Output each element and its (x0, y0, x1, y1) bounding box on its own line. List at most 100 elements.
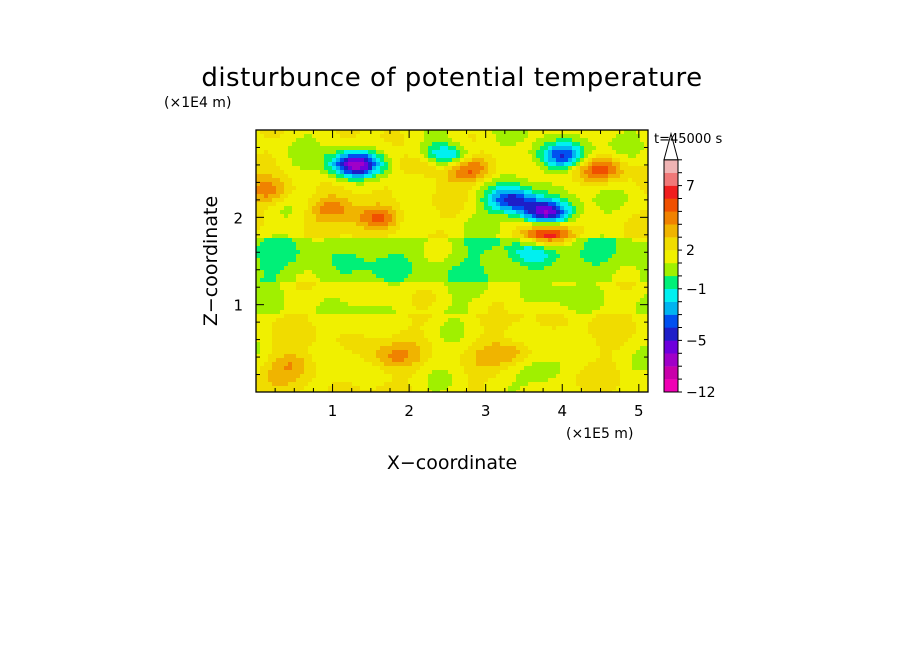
contour-cell (592, 262, 597, 267)
contour-cell (460, 258, 465, 263)
contour-cell (436, 198, 441, 203)
contour-cell (604, 194, 609, 199)
contour-cell (404, 146, 409, 151)
contour-cell (512, 134, 517, 139)
contour-cell (588, 234, 593, 239)
contour-cell (452, 290, 457, 295)
contour-cell (368, 294, 373, 299)
contour-cell (616, 290, 621, 295)
contour-cell (624, 290, 629, 295)
contour-cell (584, 206, 589, 211)
contour-cell (472, 178, 477, 183)
contour-cell (516, 130, 521, 135)
contour-cell (612, 226, 617, 231)
contour-cell (384, 310, 389, 315)
contour-cell (588, 174, 593, 179)
contour-cell (396, 154, 401, 159)
contour-cell (616, 174, 621, 179)
contour-cell (364, 290, 369, 295)
contour-cell (400, 146, 405, 151)
contour-cell (292, 286, 297, 291)
contour-cell (456, 130, 461, 135)
contour-cell (516, 154, 521, 159)
contour-cell (520, 146, 525, 151)
contour-cell (584, 210, 589, 215)
contour-cell (520, 306, 525, 311)
contour-cell (608, 294, 613, 299)
contour-cell (424, 142, 429, 147)
contour-cell (352, 302, 357, 307)
contour-cell (296, 274, 301, 279)
contour-cell (348, 238, 353, 243)
contour-cell (352, 222, 357, 227)
contour-cell (324, 270, 329, 275)
contour-cell (632, 278, 637, 283)
contour-cell (396, 250, 401, 255)
contour-cell (368, 178, 373, 183)
contour-cell (632, 190, 637, 195)
contour-cell (396, 326, 401, 331)
contour-cell (620, 290, 625, 295)
contour-cell (472, 138, 477, 143)
contour-cell (512, 218, 517, 223)
contour-cell (540, 258, 545, 263)
contour-cell (624, 158, 629, 163)
contour-cell (596, 250, 601, 255)
contour-cell (312, 238, 317, 243)
contour-cell (496, 278, 501, 283)
contour-cell (544, 170, 549, 175)
contour-cell (340, 230, 345, 235)
contour-cell (548, 266, 553, 271)
contour-cell (576, 170, 581, 175)
contour-cell (344, 166, 349, 171)
contour-cell (456, 178, 461, 183)
contour-cell (380, 302, 385, 307)
contour-cell (532, 134, 537, 139)
contour-cell (632, 170, 637, 175)
contour-cell (364, 230, 369, 235)
contour-cell (564, 166, 569, 171)
contour-cell (472, 158, 477, 163)
contour-cell (348, 282, 353, 287)
contour-cell (448, 234, 453, 239)
contour-cell (312, 270, 317, 275)
contour-cell (644, 194, 649, 199)
contour-cell (620, 162, 625, 167)
contour-cell (412, 318, 417, 323)
contour-cell (424, 286, 429, 291)
contour-cell (636, 154, 641, 159)
contour-cell (604, 290, 609, 295)
contour-cell (488, 322, 493, 327)
contour-cell (352, 162, 357, 167)
contour-cell (488, 298, 493, 303)
contour-cell (500, 286, 505, 291)
contour-cell (536, 286, 541, 291)
contour-cell (268, 290, 273, 295)
contour-cell (548, 194, 553, 199)
contour-cell (592, 242, 597, 247)
contour-cell (464, 262, 469, 267)
contour-cell (472, 230, 477, 235)
contour-cell (368, 226, 373, 231)
contour-cell (532, 206, 537, 211)
contour-cell (284, 194, 289, 199)
contour-cell (620, 170, 625, 175)
contour-cell (528, 270, 533, 275)
contour-cell (392, 330, 397, 335)
contour-cell (536, 298, 541, 303)
contour-cell (420, 242, 425, 247)
contour-cell (456, 198, 461, 203)
contour-cell (520, 310, 525, 315)
contour-cell (476, 190, 481, 195)
contour-cell (480, 222, 485, 227)
contour-cell (600, 170, 605, 175)
contour-cell (292, 186, 297, 191)
contour-cell (356, 286, 361, 291)
contour-cell (256, 178, 261, 183)
contour-cell (380, 306, 385, 311)
contour-cell (540, 190, 545, 195)
contour-cell (480, 314, 485, 319)
contour-cell (412, 130, 417, 135)
contour-cell (416, 130, 421, 135)
contour-cell (288, 174, 293, 179)
